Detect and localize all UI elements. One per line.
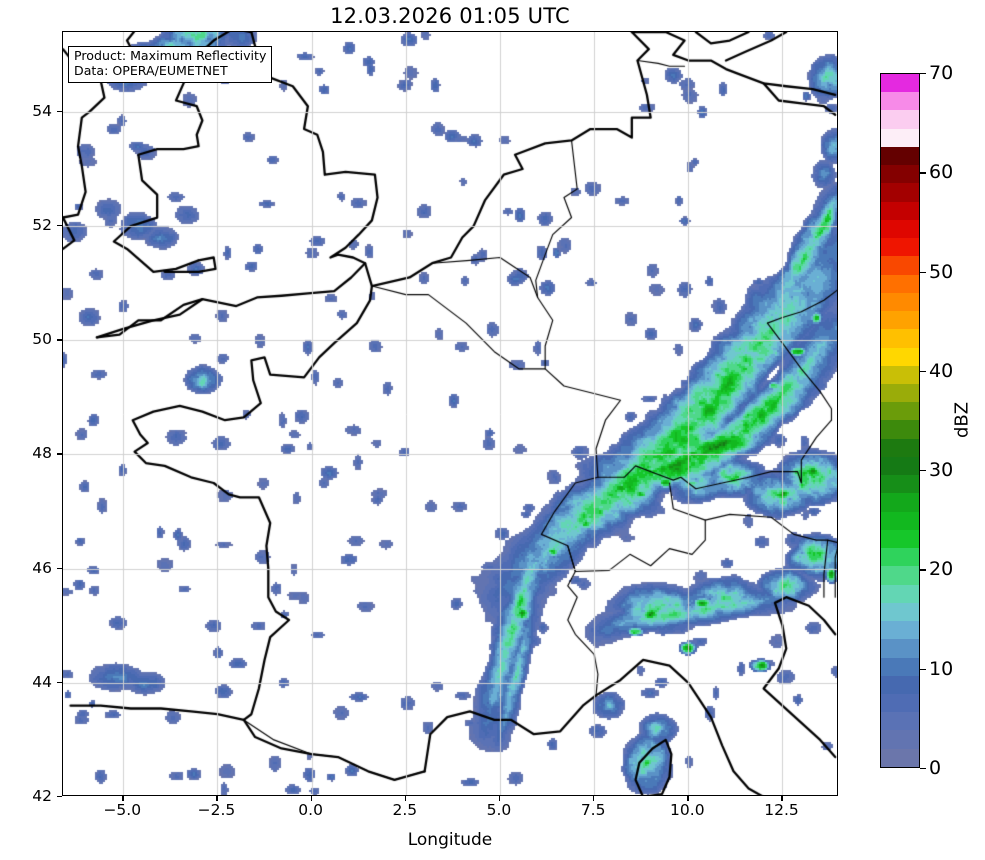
x-axis-label: Longitude: [407, 830, 493, 850]
colorbar-band: [881, 329, 919, 348]
colorbar-band: [881, 511, 919, 530]
x-axis-tick-label: 5.0: [486, 801, 512, 819]
x-axis-tick-label: 7.5: [580, 801, 606, 819]
colorbar-band: [881, 74, 919, 93]
colorbar-band: [881, 347, 919, 366]
y-axis-tick: [57, 339, 62, 341]
colorbar-band: [881, 693, 919, 713]
colorbar-tick-label: 60: [929, 161, 954, 184]
x-axis-tick-label: 0.0: [298, 801, 323, 819]
x-axis-tick-label: −2.5: [197, 801, 236, 819]
colorbar-band: [881, 165, 919, 184]
y-axis-tick: [57, 681, 62, 684]
colorbar-band: [881, 584, 919, 603]
x-axis-tick: [122, 796, 124, 801]
colorbar-tick-label: 20: [929, 558, 954, 581]
colorbar-band: [881, 128, 919, 147]
y-axis-tick-label: 50: [32, 330, 52, 349]
colorbar-tick-label: 40: [929, 359, 954, 382]
colorbar-tick: [920, 271, 926, 273]
colorbar-band: [881, 675, 919, 694]
colorbar-tick: [920, 172, 926, 174]
colorbar-tick-label: 50: [929, 260, 954, 283]
colorbar-tick: [920, 73, 926, 75]
colorbar: [880, 73, 920, 768]
colorbar-band: [881, 657, 919, 676]
product-info-box: Product: Maximum Reflectivity Data: OPER…: [68, 46, 273, 83]
x-axis-tick: [404, 796, 407, 801]
x-axis-tick-label: −5.0: [103, 801, 142, 819]
y-axis-tick-label: 54: [32, 101, 52, 120]
colorbar-tick-label: 30: [929, 459, 954, 482]
y-axis-tick-label: 42: [32, 787, 52, 805]
x-axis-tick: [781, 796, 783, 801]
colorbar-band: [881, 365, 919, 384]
colorbar-band: [881, 730, 919, 749]
colorbar-tick: [920, 569, 926, 571]
colorbar-band: [881, 493, 919, 512]
info-data-line: Data: OPERA/EUMETNET: [74, 62, 228, 78]
colorbar-band: [881, 256, 919, 275]
x-axis-tick: [687, 796, 689, 801]
colorbar-band: [881, 201, 919, 220]
colorbar-band: [881, 712, 919, 731]
y-axis-tick-label: 46: [32, 558, 52, 577]
colorbar-band: [881, 292, 919, 312]
page-title: 12.03.2026 01:05 UTC: [330, 4, 570, 28]
info-product-line: Product: Maximum Reflectivity: [74, 48, 267, 63]
x-axis-tick-label: 12.5: [764, 801, 799, 819]
y-axis-tick: [57, 567, 62, 569]
colorbar-band: [881, 383, 919, 403]
colorbar-band: [881, 456, 919, 476]
x-axis-tick: [498, 796, 501, 801]
colorbar-band: [881, 548, 919, 567]
colorbar-band: [881, 311, 919, 330]
colorbar-band: [881, 748, 919, 767]
colorbar-band: [881, 438, 919, 457]
colorbar-band: [881, 183, 919, 202]
colorbar-tick-label: 10: [929, 657, 954, 680]
x-axis-tick: [593, 796, 595, 801]
y-axis-tick-label: 44: [32, 672, 52, 691]
x-axis-tick: [216, 796, 218, 801]
colorbar-band: [881, 475, 919, 494]
colorbar-tick: [920, 668, 926, 670]
colorbar-tick: [920, 768, 926, 770]
radar-plot-area: [62, 31, 838, 796]
colorbar-band: [881, 219, 919, 239]
colorbar-tick-label: 0: [929, 757, 942, 779]
y-axis-tick: [57, 225, 62, 227]
colorbar-band: [881, 274, 919, 293]
y-axis-tick: [57, 796, 62, 798]
colorbar-band: [881, 146, 919, 166]
x-axis-tick: [310, 796, 312, 801]
gridline-layer: [63, 32, 837, 795]
colorbar-band: [881, 420, 919, 439]
colorbar-band: [881, 566, 919, 585]
colorbar-band: [881, 92, 919, 111]
colorbar-tick-label: 70: [929, 62, 954, 84]
colorbar-band: [881, 639, 919, 658]
colorbar-band: [881, 238, 919, 257]
colorbar-tick: [920, 470, 926, 472]
x-axis-tick-label: 10.0: [670, 801, 705, 819]
colorbar-band: [881, 110, 919, 129]
colorbar-band: [881, 402, 919, 421]
colorbar-label: dBZ: [951, 401, 973, 439]
y-axis-tick-label: 48: [32, 444, 52, 463]
colorbar-band: [881, 602, 919, 622]
colorbar-band: [881, 529, 919, 549]
y-axis-tick-label: 52: [32, 216, 52, 235]
x-axis-tick-label: 2.5: [392, 801, 418, 819]
y-axis-tick: [57, 453, 62, 455]
y-axis-tick: [57, 110, 62, 113]
colorbar-band: [881, 621, 919, 640]
colorbar-tick: [920, 370, 926, 373]
